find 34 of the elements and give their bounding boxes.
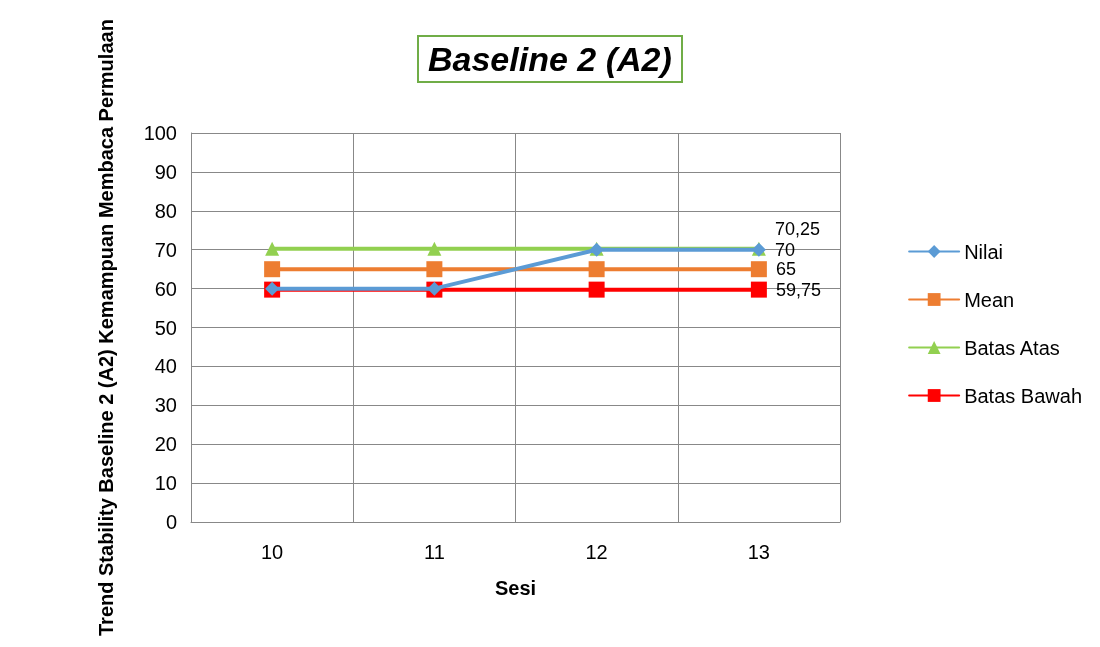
y-tick-label: 40 [154, 355, 177, 378]
legend-label: Nilai [964, 240, 1004, 263]
x-tick-label: 12 [585, 541, 608, 564]
point [588, 281, 605, 298]
y-tick-label: 60 [154, 277, 177, 300]
point [265, 241, 280, 256]
chart-title: Baseline 2 (A2) [428, 40, 672, 78]
y-axis-title: Trend Stability Baseline 2 (A2) Kemampuan Membaca Permulaan [95, 19, 117, 636]
data-label: 65 [775, 259, 796, 280]
data-label: 59,75 [775, 279, 821, 300]
legend-label: Batas Atas [964, 336, 1060, 359]
point [427, 241, 442, 256]
y-tick-label: 0 [165, 511, 177, 534]
y-tick-label: 10 [154, 472, 177, 495]
x-axis-title: Sesi [494, 577, 537, 600]
y-tick-label: 80 [154, 199, 177, 222]
y-tick-label: 100 [143, 122, 177, 144]
y-tick-label: 90 [154, 160, 177, 183]
y-tick-label: 30 [154, 394, 177, 417]
y-tick-label: 20 [154, 433, 177, 456]
point [588, 261, 605, 278]
point [750, 281, 767, 298]
x-tick-label: 13 [747, 541, 770, 564]
point [264, 261, 281, 278]
point [426, 261, 443, 278]
y-tick-label: 50 [154, 316, 177, 339]
x-tick-label: 11 [423, 541, 445, 564]
legend-label: Mean [964, 288, 1015, 311]
legend-label: Batas Bawah [964, 384, 1083, 407]
point [750, 261, 767, 278]
data-label: 70,25 [774, 218, 820, 239]
x-tick-label: 10 [261, 541, 284, 564]
y-tick-label: 70 [154, 238, 177, 261]
data-label: 70 [774, 239, 795, 260]
